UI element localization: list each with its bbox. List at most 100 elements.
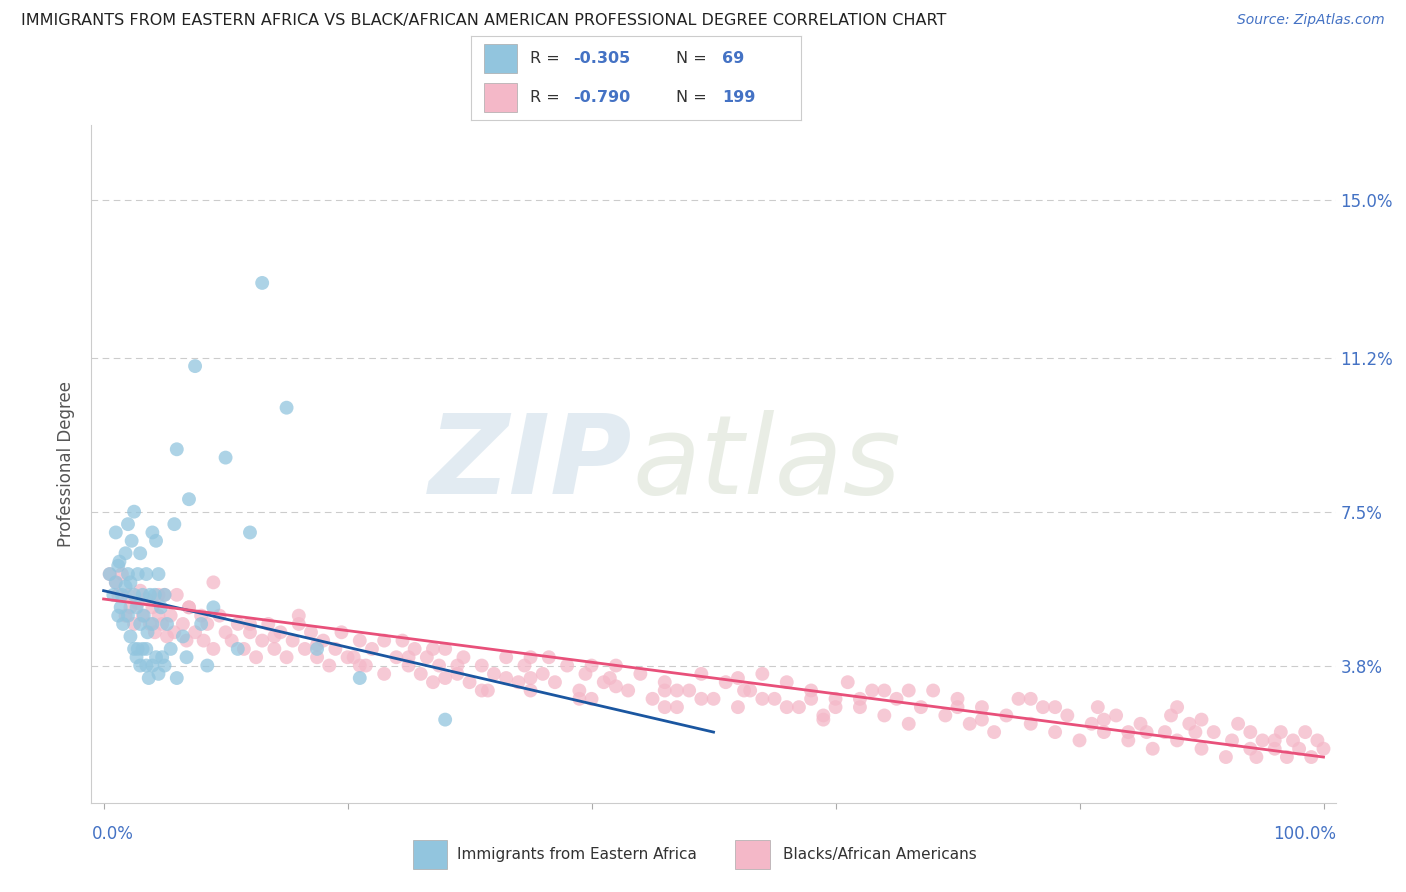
Point [269, 625, 291, 640]
Point [150, 617, 173, 632]
Point [141, 525, 163, 540]
Point [702, 691, 725, 706]
Point [1087, 700, 1109, 714]
Text: Source: ZipAtlas.com: Source: ZipAtlas.com [1237, 13, 1385, 28]
Point [519, 683, 541, 698]
Point [1251, 733, 1274, 747]
Point [434, 671, 457, 685]
Point [208, 608, 231, 623]
Point [114, 546, 136, 560]
Point [513, 658, 536, 673]
Point [1019, 716, 1042, 731]
Point [776, 700, 799, 714]
Point [166, 588, 188, 602]
Point [519, 650, 541, 665]
Point [177, 600, 200, 615]
Point [1191, 741, 1213, 756]
Point [599, 671, 621, 685]
Point [141, 617, 163, 632]
Point [391, 633, 413, 648]
Point [1092, 725, 1115, 739]
Point [361, 641, 384, 656]
Text: N =: N = [676, 90, 711, 105]
Point [471, 658, 494, 673]
Point [143, 588, 166, 602]
Point [156, 629, 179, 643]
Point [129, 617, 152, 632]
Point [849, 700, 872, 714]
Point [1154, 725, 1177, 739]
Text: Immigrants from Eastern Africa: Immigrants from Eastern Africa [457, 847, 697, 862]
Point [1105, 708, 1128, 723]
Point [166, 442, 188, 457]
Point [1184, 725, 1206, 739]
Point [122, 505, 145, 519]
Point [1239, 725, 1261, 739]
Point [471, 683, 494, 698]
Point [1092, 713, 1115, 727]
Bar [413, 840, 447, 869]
Point [148, 588, 170, 602]
Point [678, 683, 700, 698]
Point [127, 567, 149, 582]
Point [263, 641, 285, 656]
Point [959, 716, 981, 731]
Point [239, 525, 262, 540]
Point [813, 713, 835, 727]
Point [1288, 741, 1310, 756]
Point [202, 641, 225, 656]
Point [544, 675, 567, 690]
Point [114, 580, 136, 594]
Point [1301, 750, 1323, 764]
Point [592, 675, 614, 690]
Point [477, 683, 499, 698]
Point [800, 691, 823, 706]
Point [1275, 750, 1298, 764]
Point [427, 658, 450, 673]
Point [226, 641, 249, 656]
Point [318, 658, 340, 673]
Point [294, 641, 316, 656]
Point [232, 641, 254, 656]
Point [970, 713, 993, 727]
Point [202, 600, 225, 615]
Point [127, 641, 149, 656]
Point [159, 641, 181, 656]
Point [176, 650, 198, 665]
Point [873, 683, 896, 698]
Point [714, 675, 737, 690]
Point [751, 691, 773, 706]
Point [141, 600, 163, 615]
Point [184, 625, 207, 640]
Point [800, 683, 823, 698]
Text: N =: N = [676, 51, 711, 66]
Point [245, 650, 267, 665]
Point [111, 588, 134, 602]
Point [1160, 708, 1182, 723]
Point [114, 608, 136, 623]
Point [495, 650, 517, 665]
Point [617, 683, 640, 698]
Point [654, 683, 676, 698]
Point [1116, 733, 1139, 747]
Point [195, 617, 218, 632]
Point [172, 629, 194, 643]
Point [1080, 716, 1102, 731]
Point [107, 608, 129, 623]
Point [129, 583, 152, 598]
Point [135, 567, 157, 582]
Point [763, 691, 786, 706]
Point [141, 658, 163, 673]
Text: 69: 69 [723, 51, 744, 66]
Point [98, 567, 121, 582]
Point [398, 658, 420, 673]
Point [108, 555, 131, 569]
Point [1306, 733, 1329, 747]
Point [555, 658, 578, 673]
Point [740, 683, 762, 698]
Point [690, 691, 713, 706]
Point [1069, 733, 1091, 747]
Point [897, 716, 920, 731]
Point [1007, 691, 1029, 706]
Point [221, 633, 243, 648]
